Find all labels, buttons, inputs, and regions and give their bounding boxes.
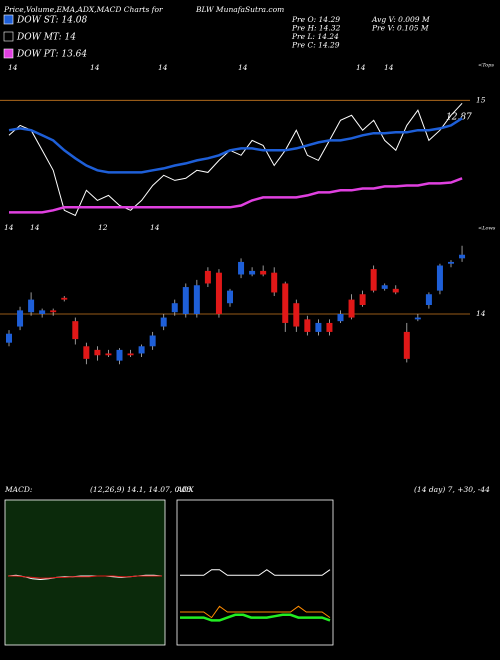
dow-label: DOW PT: 13.64	[16, 50, 87, 60]
candle-body	[6, 333, 12, 343]
y-tick-label: 14	[476, 309, 486, 318]
candle-body	[105, 353, 112, 356]
dow-label: DOW ST: 14.08	[16, 16, 87, 26]
candle-body	[459, 254, 466, 259]
candle-body	[193, 285, 200, 314]
line-ema	[8, 117, 463, 174]
candle-body	[39, 310, 46, 314]
date-label: 14	[150, 223, 160, 232]
candle-body	[215, 272, 222, 314]
candle-body	[448, 261, 454, 264]
side-label: <Tops	[478, 63, 494, 69]
candle-body	[304, 319, 311, 332]
candle-body	[315, 322, 322, 332]
candle-body	[293, 303, 300, 327]
panel-title: MACD:	[4, 485, 33, 494]
candle-body	[204, 270, 211, 284]
candle-body	[72, 321, 79, 340]
line-minus-di	[180, 569, 331, 576]
candle-body	[326, 322, 333, 332]
candle-body	[138, 346, 145, 354]
volume-value: Pre V: 0.105 M	[371, 24, 429, 33]
y-tick-label: 15	[476, 95, 486, 104]
candle-body	[271, 272, 278, 293]
candle-body	[359, 294, 366, 305]
panel	[176, 499, 334, 646]
candle-body	[337, 313, 344, 322]
panel-subtitle: (12,26,9) 14.1, 14.07, 0.03	[90, 485, 191, 494]
panel-title: ADX	[176, 485, 194, 494]
line-signal	[8, 575, 162, 579]
dow-label: DOW MT: 14	[16, 33, 76, 43]
candle-body	[414, 317, 421, 320]
candle-body	[249, 270, 256, 275]
date-label: 14	[158, 63, 168, 72]
candle-body	[28, 299, 35, 313]
candle-body	[425, 294, 432, 305]
date-label: 14	[4, 223, 14, 232]
candle-body	[94, 349, 101, 356]
candle-body	[238, 261, 245, 275]
candle-body	[227, 290, 233, 304]
date-label: 14	[384, 63, 394, 72]
line-price	[8, 102, 463, 217]
legend-swatch	[3, 31, 14, 42]
legend-swatch	[3, 48, 14, 59]
legend-swatch	[3, 14, 14, 25]
volume-value: Avg V: 0.009 M	[371, 15, 430, 24]
candle-body	[83, 346, 90, 359]
date-label: 12	[98, 223, 108, 232]
candle-body	[171, 303, 178, 313]
prev-value: Pre C: 14.29	[291, 41, 340, 50]
candle-body	[260, 270, 267, 275]
candle-body	[182, 287, 189, 314]
candle-body	[17, 310, 24, 327]
prev-value: Pre O: 14.29	[291, 15, 340, 24]
candle-body	[116, 349, 123, 361]
line-adx	[180, 613, 331, 622]
candle-body	[160, 317, 167, 327]
prev-value: Pre L: 14.24	[291, 32, 339, 41]
date-label: 14	[8, 63, 18, 72]
candle-body	[392, 288, 399, 293]
candle-body	[50, 310, 57, 313]
candle-body	[370, 269, 377, 291]
date-label: 14	[356, 63, 366, 72]
candle-body	[149, 335, 156, 347]
title: Price,Volume,EMA,ADX,MACD Charts for	[3, 5, 163, 14]
side-label: <Lows	[478, 226, 496, 232]
date-label: 14	[90, 63, 100, 72]
candle-body	[127, 353, 134, 356]
candle-body	[282, 283, 289, 323]
candle-body	[436, 265, 443, 291]
date-label: 14	[30, 223, 40, 232]
panel-subtitle: (14 day) 7, +30, -44	[414, 485, 490, 494]
panel	[4, 499, 166, 646]
date-label: 14	[238, 63, 248, 72]
candle-body	[403, 331, 410, 359]
line-trend	[9, 177, 463, 214]
line-plus-di	[180, 605, 331, 619]
candle-body	[381, 285, 388, 289]
candle-body	[348, 299, 355, 318]
annotation: 12.87	[446, 113, 472, 123]
prev-value: Pre H: 14.32	[291, 24, 341, 33]
site: BLW MunafaSutra.com	[195, 5, 284, 14]
candle-body	[61, 297, 68, 300]
